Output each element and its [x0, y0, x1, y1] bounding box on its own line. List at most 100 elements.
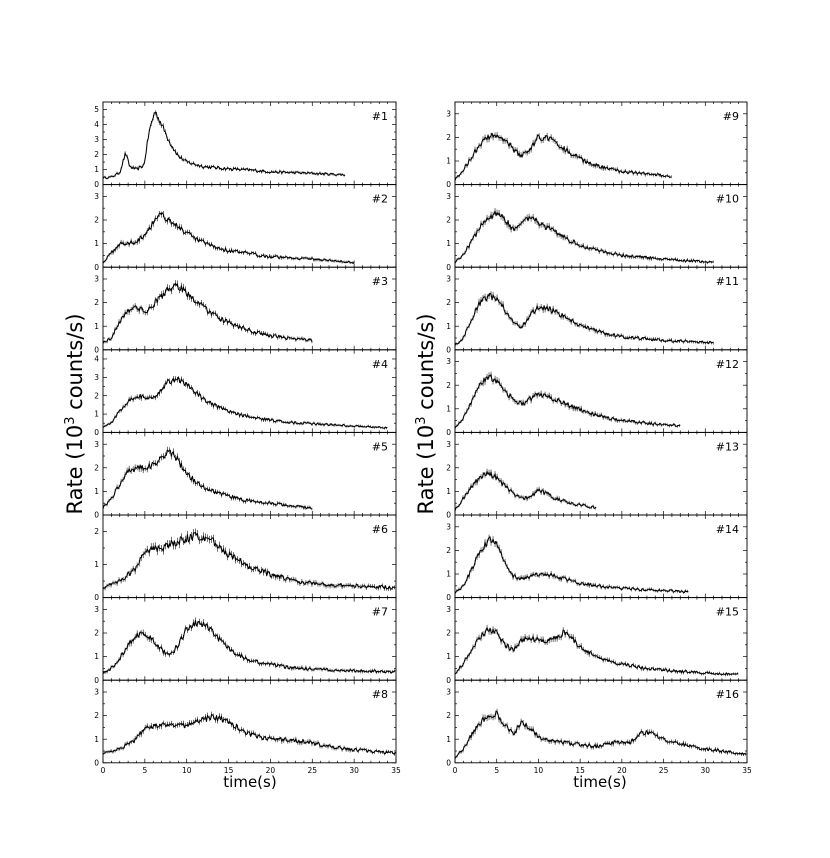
- light-curve: [454, 132, 672, 181]
- x-tick-label: 15: [575, 766, 585, 775]
- panel-frame: [102, 266, 397, 351]
- y-tick-label: 2: [446, 216, 451, 225]
- y-tick-label: 3: [446, 605, 451, 614]
- y-axis-label-left-sup: 3: [63, 417, 78, 425]
- y-tick-label: 0: [446, 345, 451, 354]
- error-bars: [102, 617, 395, 676]
- x-tick-label: 30: [701, 766, 711, 775]
- panel-1: 0 1 2 3 4 5 #1: [94, 101, 397, 189]
- panel-6: 0 1 2 #6: [94, 514, 397, 602]
- y-tick-label: 2: [446, 298, 451, 307]
- y-tick-label: 2: [446, 133, 451, 142]
- y-tick-label: 2: [446, 463, 451, 472]
- panel-14: 0 1 2 3 #14: [446, 514, 748, 602]
- y-tick-label: 3: [94, 275, 99, 284]
- y-tick-label: 1: [94, 322, 99, 331]
- y-tick-label: 3: [94, 605, 99, 614]
- panel-frame: [454, 679, 748, 764]
- y-tick-label: 2: [446, 381, 451, 390]
- light-curve: [102, 376, 388, 429]
- error-bars: [454, 534, 688, 595]
- panel-label: #5: [372, 440, 388, 453]
- y-tick-label: 4: [94, 120, 99, 129]
- panel-16: 0 1 2 3 #16 0 5 10 15 20 25 30 35: [446, 679, 752, 775]
- y-axis-label-right-sup: 3: [414, 417, 429, 425]
- y-tick-label: 1: [94, 165, 99, 174]
- y-tick-label: 0: [446, 593, 451, 602]
- panel-label: #16: [716, 688, 739, 701]
- panel-8: 0 1 2 3 #8 0 5 10 15 20 25 30 35: [94, 679, 401, 775]
- panel-11: 0 1 2 3 #11: [446, 266, 748, 354]
- y-tick-label: 2: [94, 216, 99, 225]
- x-tick-label: 0: [101, 766, 106, 775]
- y-axis-label-right-tail: counts/s): [414, 313, 438, 416]
- y-tick-label: 2: [446, 629, 451, 638]
- panel-7: 0 1 2 3 #7: [94, 597, 397, 685]
- y-tick-label: 3: [446, 192, 451, 201]
- y-tick-label: 0: [94, 428, 99, 437]
- y-tick-label: 3: [446, 688, 451, 697]
- y-axis-label-left-main: Rate (10: [63, 425, 87, 515]
- y-tick-label: 3: [446, 275, 451, 284]
- y-tick-label: 3: [94, 192, 99, 201]
- panel-frame: [454, 349, 748, 433]
- y-tick-label: 0: [94, 593, 99, 602]
- light-curve: [454, 536, 689, 594]
- panel-frame: [102, 431, 397, 516]
- panel-label: #11: [716, 275, 739, 288]
- y-tick-label: 3: [94, 688, 99, 697]
- y-tick-label: 1: [446, 239, 451, 248]
- y-tick-label: 1: [94, 410, 99, 419]
- panel-5: 0 1 2 3 #5: [94, 431, 397, 520]
- x-tick-label: 20: [617, 766, 627, 775]
- x-tick-label: 0: [453, 766, 458, 775]
- panel-15: 0 1 2 3 #15: [446, 597, 748, 685]
- error-bars: [102, 528, 395, 591]
- error-bars: [454, 291, 714, 347]
- light-curve: [102, 282, 313, 344]
- y-tick-label: 1: [446, 487, 451, 496]
- panel-frame: [454, 431, 748, 516]
- panel-label: #9: [723, 110, 739, 123]
- y-tick-label: 1: [446, 322, 451, 331]
- y-tick-label: 0: [446, 263, 451, 272]
- error-bars: [454, 468, 596, 513]
- light-curve: [454, 292, 714, 346]
- y-tick-label: 3: [446, 440, 451, 449]
- y-tick-label: 1: [446, 652, 451, 661]
- light-curve: [454, 210, 714, 264]
- x-tick-label: 35: [742, 766, 752, 775]
- y-tick-label: 2: [94, 527, 99, 536]
- y-tick-label: 0: [446, 180, 451, 189]
- x-tick-label: 25: [308, 766, 318, 775]
- panel-label: #8: [372, 688, 388, 701]
- light-curve: [454, 470, 597, 512]
- error-bars: [454, 208, 714, 265]
- y-tick-label: 3: [94, 440, 99, 449]
- x-axis-label-right: time(s): [573, 773, 626, 791]
- y-tick-label: 1: [94, 487, 99, 496]
- panel-label: #4: [372, 358, 388, 371]
- error-bars: [102, 375, 387, 430]
- x-tick-label: 5: [142, 766, 147, 775]
- x-axis-label-left: time(s): [223, 773, 276, 791]
- light-curve: [102, 111, 346, 180]
- y-axis-label-right: Rate (103 counts/s): [414, 313, 438, 514]
- y-tick-label: 2: [94, 711, 99, 720]
- panel-9: 0 1 2 3 #9: [446, 101, 748, 189]
- y-tick-label: 2: [94, 629, 99, 638]
- y-tick-label: 2: [446, 546, 451, 555]
- y-tick-label: 2: [94, 463, 99, 472]
- y-axis-label-left-tail: counts/s): [63, 313, 87, 416]
- panel-label: #2: [372, 193, 388, 206]
- x-tick-label: 35: [391, 766, 401, 775]
- y-tick-label: 5: [94, 105, 99, 114]
- y-tick-label: 0: [446, 676, 451, 685]
- x-tick-label: 5: [494, 766, 499, 775]
- y-tick-label: 2: [94, 150, 99, 159]
- y-tick-label: 1: [446, 404, 451, 413]
- panel-label: #12: [716, 358, 739, 371]
- panel-frame: [454, 266, 748, 351]
